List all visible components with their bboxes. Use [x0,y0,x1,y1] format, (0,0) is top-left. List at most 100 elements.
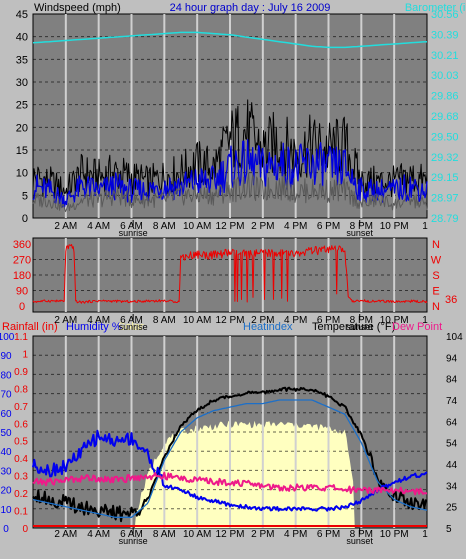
x-tick-label-2-4: 10 AM [183,315,211,326]
rain-tick-6: 0.6 [14,419,28,430]
x-tick-label-1-8: 6 PM [317,221,340,232]
direction-side-label: 36 [445,294,457,306]
rain-tick-0: 0 [22,524,28,535]
wind-tick-8: 40 [16,32,28,44]
temp-tick-1: 25 [446,503,458,514]
wind-tick-7: 35 [16,54,28,66]
humidity-tick-8: 80 [0,370,12,381]
humidity-tick-4: 40 [0,447,12,458]
barometer-tick-10: 30.56 [431,9,459,21]
x-tick-label-2-11: 1 [422,315,428,326]
x-tick-label-3-4: 10 AM [183,529,211,540]
temp-tick-3: 44 [446,460,458,471]
x-tick-label-2-6: 2 PM [251,315,274,326]
x-tick-label-3-2: 6 AM [120,529,143,540]
x-tick-label-1-4: 10 AM [183,221,211,232]
humidity-tick-2: 20 [0,486,12,497]
barometer-tick-9: 30.39 [431,29,459,41]
x-tick-label-1-11: 1 [422,221,428,232]
barometer-tick-8: 30.21 [431,50,459,62]
x-tick-label-3-0: 2 AM [54,529,77,540]
x-tick-label-2-2: 6 AM [120,315,143,326]
chart-layers: 05101520253035404528.7928.9729.1529.3229… [0,9,463,546]
humidity-tick-3: 30 [0,466,12,477]
rain-tick-5: 0.5 [14,437,28,448]
x-tick-label-3-10: 10 PM [380,529,409,540]
compass-label-0: N [432,239,440,251]
wind-tick-2: 10 [16,168,28,180]
direction-tick-1: 90 [16,286,28,298]
wind-axis-title: Windspeed (mph) [34,2,121,14]
x-tick-label-1-3: 8 AM [153,221,176,232]
wind-tick-5: 25 [16,100,28,112]
sunset-label-2: sunset [346,322,373,332]
rainfall-axis-title: Rainfall (in) [2,321,58,333]
wind-tick-1: 5 [22,190,28,202]
x-tick-label-3-7: 4 PM [284,529,307,540]
x-tick-label-1-2: 6 AM [120,221,143,232]
x-tick-label-3-6: 2 PM [251,529,274,540]
barometer-tick-6: 29.86 [431,91,459,103]
rain-tick-3: 0.3 [14,472,28,483]
x-tick-label-2-3: 8 AM [153,315,176,326]
temp-tick-8: 94 [446,353,458,364]
wind-tick-3: 15 [16,145,28,157]
rain-tick-10: 1 [22,349,28,360]
solar-axis-title: Solar [118,321,144,333]
x-tick-label-3-9: 8 PM [350,529,373,540]
barometer-axis-title: Barometer (in) [405,2,466,14]
humidity-tick-0: 0 [3,524,9,535]
rain-tick-8: 0.8 [14,384,28,395]
x-tick-label-3-8: 6 PM [317,529,340,540]
barometer-tick-0: 28.79 [431,213,459,225]
x-tick-label-1-10: 10 PM [380,221,409,232]
rain-tick-9: 0.9 [14,367,28,378]
x-tick-label-2-1: 4 AM [87,315,110,326]
x-tick-label-1-6: 2 PM [251,221,274,232]
barometer-tick-3: 29.32 [431,152,459,164]
temperature-axis-title: Temperature (°F) [312,321,395,333]
x-tick-label-3-5: 12 PM [216,529,245,540]
rain-tick-11: 1.1 [14,332,28,343]
barometer-tick-1: 28.97 [431,193,459,205]
wind-tick-0: 0 [22,213,28,225]
wind-tick-9: 45 [16,9,28,21]
compass-label-2: S [432,270,439,282]
humidity-tick-9: 90 [0,351,12,362]
rain-tick-1: 0.1 [14,507,28,518]
temp-tick-2: 34 [446,481,458,492]
heatindex-legend: Heatindex [243,321,293,333]
direction-tick-4: 360 [13,239,31,251]
wind_low-line [32,172,428,213]
direction-tick-0: 0 [19,301,25,313]
barometer-tick-4: 29.50 [431,131,459,143]
x-tick-label-3-3: 8 AM [153,529,176,540]
temp-tick-4: 54 [446,439,458,450]
direction-tick-2: 180 [13,270,31,282]
x-tick-label-1-9: 8 PM [350,221,373,232]
chart-title: 24 hour graph day : July 16 2009 [170,2,331,14]
rain-tick-2: 0.2 [14,489,28,500]
dewpoint-line [32,471,428,496]
sunset-label-3: sunset [346,536,373,546]
x-tick-label-2-9: 8 PM [350,315,373,326]
x-tick-label-3-11: 1 [422,529,428,540]
compass-label-1: W [431,255,442,267]
compass-label-3: E [432,286,439,298]
temp-tick-7: 84 [446,375,458,386]
temp-tick-0: 5 [446,524,452,535]
sunrise-label-3: sunrise [119,536,148,546]
temp-tick-5: 64 [446,417,458,428]
x-tick-label-1-7: 4 PM [284,221,307,232]
x-tick-label-2-5: 12 PM [216,315,245,326]
x-tick-label-2-7: 4 PM [284,315,307,326]
wind-tick-6: 30 [16,77,28,89]
sunrise-label-2: sunrise [119,322,148,332]
x-tick-label-3-1: 4 AM [87,529,110,540]
humidity-tick-1: 10 [0,505,12,516]
temp-tick-6: 74 [446,396,458,407]
compass-label-4: N [432,301,440,313]
temperature-line [32,386,428,523]
barometer-line [32,31,428,49]
